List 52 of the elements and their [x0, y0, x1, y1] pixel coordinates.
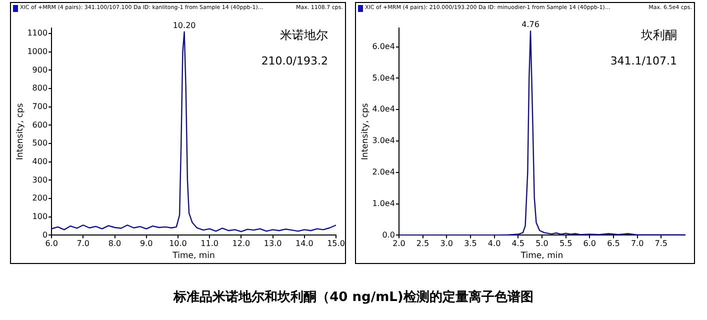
y-tick-label: 4.0e4 — [372, 104, 395, 114]
y-tick-label: 0.0 — [382, 230, 395, 240]
y-tick-label: 2.0e4 — [372, 167, 395, 176]
y-tick-label: 1.0e4 — [372, 198, 395, 208]
y-tick-label: 100 — [32, 212, 48, 221]
x-tick-label: 6.0 — [45, 239, 58, 248]
y-tick-label: 900 — [32, 65, 48, 74]
x-tick-label: 6.0 — [583, 239, 596, 248]
y-tick-label: 200 — [32, 194, 48, 203]
x-tick-label: 10.0 — [169, 239, 187, 248]
x-axis-title: Time, min — [520, 251, 564, 262]
x-tick-label: 3.0 — [440, 239, 453, 248]
text: 标准品米诺地尔和坎利酮（40 ng/mL)检测的定量离子色谱图 — [172, 288, 534, 306]
y-tick-label: 700 — [32, 102, 48, 111]
y-tick-label: 1100 — [27, 28, 48, 38]
x-tick-label: 9.0 — [140, 239, 153, 248]
x-tick-label: 12.0 — [232, 239, 250, 248]
annotation: 10.20 — [172, 20, 196, 30]
x-tick-label: 3.5 — [464, 239, 477, 248]
x-tick-label: 4.0 — [488, 239, 501, 248]
x-tick-label: 2.5 — [416, 239, 430, 248]
y-axis-title: Intensity, cps — [15, 102, 26, 160]
x-tick-label: 14.0 — [295, 239, 314, 248]
x-tick-label: 2.0 — [392, 239, 406, 248]
annotation: 坎利酮 — [640, 28, 677, 42]
y-tick-label: 500 — [32, 138, 48, 148]
x-tick-label: 7.0 — [630, 239, 644, 248]
x-tick-label: 7.5 — [654, 239, 668, 248]
y-tick-label: 300 — [32, 175, 48, 184]
x-tick-label: 5.5 — [559, 239, 572, 248]
y-tick-label: 600 — [32, 120, 48, 130]
x-tick-label: 15.0 — [327, 239, 345, 248]
y-tick-label: 800 — [32, 84, 48, 93]
x-tick-label: 5.0 — [536, 239, 548, 248]
x-tick-label: 4.5 — [512, 239, 524, 248]
x-tick-label: 13.0 — [264, 239, 282, 248]
y-tick-label: 5.0e4 — [372, 73, 395, 82]
x-tick-label: 11.0 — [200, 239, 218, 248]
y-tick-label: 1000 — [27, 46, 48, 56]
x-axis-title: Time, min — [172, 251, 215, 262]
y-axis-title: Intensity, cps — [360, 102, 370, 160]
y-tick-label: 3.0e4 — [372, 136, 395, 146]
y-tick-label: 400 — [32, 156, 48, 166]
x-tick-label: 6.5 — [607, 239, 620, 248]
y-tick-label: 6.0e4 — [372, 42, 395, 51]
annotation: 341.1/107.1 — [610, 54, 677, 68]
annotation: 米诺地尔 — [280, 28, 328, 42]
x-tick-label: 8.0 — [108, 239, 122, 248]
y-tick-label: 0 — [42, 230, 48, 240]
x-tick-label: 7.0 — [76, 239, 90, 248]
annotation: 210.0/193.2 — [261, 54, 328, 68]
annotation: 4.76 — [522, 20, 540, 30]
